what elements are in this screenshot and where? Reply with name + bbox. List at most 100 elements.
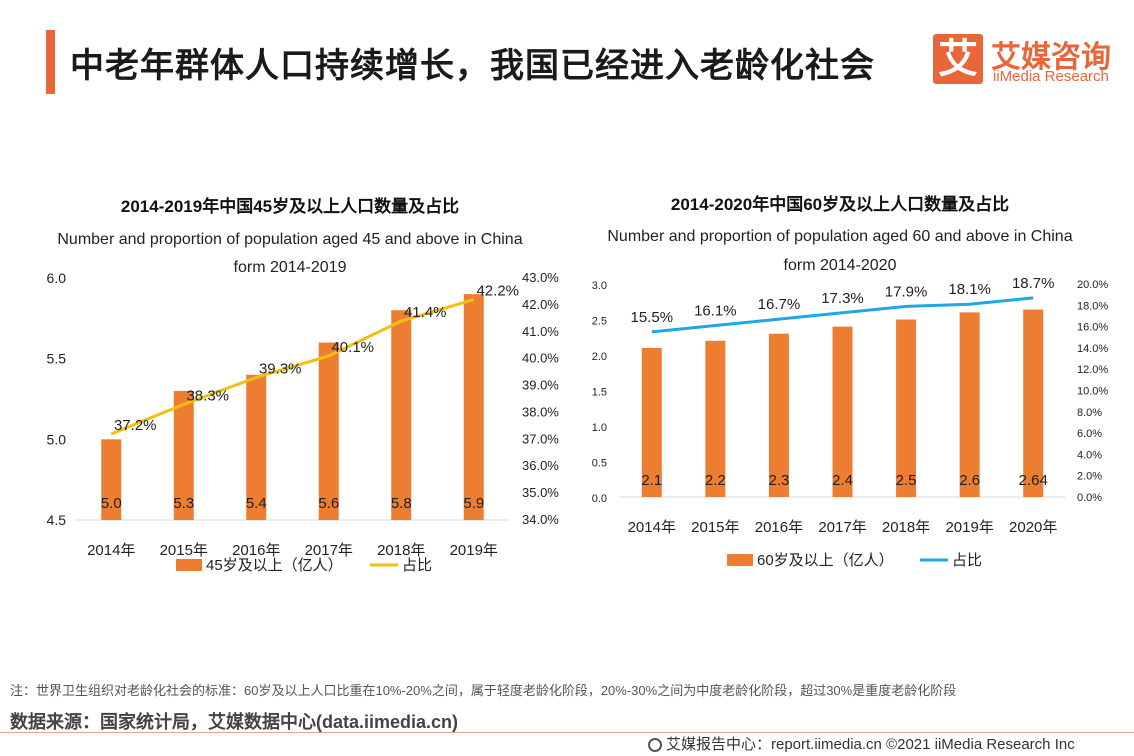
legend-line-label: 占比	[952, 552, 982, 569]
logo-chinese-name: 艾媒咨询	[991, 41, 1111, 74]
right-axis-tick-label: 40.0%	[522, 351, 559, 366]
chart-title: 2014-2019年中国45岁及以上人口数量及占比	[121, 196, 459, 216]
page-title: 中老年群体人口持续增长，我国已经进入老龄化社会	[70, 47, 875, 85]
footer-divider	[0, 732, 1134, 733]
line-value-label: 39.3%	[259, 360, 302, 377]
bar-value-label: 5.4	[246, 495, 267, 512]
right-axis-tick-label: 41.0%	[522, 324, 559, 339]
chart-subtitle-line2: form 2014-2020	[784, 257, 897, 274]
globe-icon	[648, 738, 662, 752]
bar-value-label: 5.0	[101, 495, 122, 512]
right-axis-tick-label: 43.0%	[522, 270, 559, 285]
left-axis-tick-label: 5.5	[47, 351, 67, 367]
right-axis-tick-label: 20.0%	[1077, 279, 1108, 291]
x-axis-category-label: 2014年	[628, 519, 676, 536]
bar	[641, 347, 662, 497]
x-axis-category-label: 2017年	[305, 542, 353, 559]
right-axis-tick-label: 4.0%	[1077, 449, 1102, 461]
right-axis-tick-label: 36.0%	[522, 458, 559, 473]
legend-bar-label: 60岁及以上（亿人）	[757, 552, 894, 569]
left-axis-tick-label: 6.0	[47, 270, 67, 286]
left-axis-tick-label: 0.0	[592, 493, 607, 505]
logo-mark: 艾	[933, 34, 983, 84]
chart-subtitle-line1: Number and proportion of population aged…	[607, 228, 1072, 245]
bar-value-label: 2.3	[768, 472, 789, 489]
line-value-label: 16.7%	[758, 296, 801, 313]
left-axis-tick-label: 1.5	[592, 387, 607, 399]
bar-value-label: 2.64	[1019, 472, 1048, 489]
bar-value-label: 5.9	[463, 495, 484, 512]
left-axis-tick-label: 2.0	[592, 351, 607, 363]
chart-60-and-above: 2014-2020年中国60岁及以上人口数量及占比 Number and prop…	[592, 194, 1109, 569]
left-axis-tick-label: 0.5	[592, 458, 607, 470]
line-value-label: 38.3%	[186, 387, 229, 404]
bar	[1023, 309, 1044, 497]
line-value-label: 15.5%	[631, 309, 674, 326]
bar	[101, 439, 122, 520]
right-axis-tick-label: 14.0%	[1077, 343, 1108, 355]
x-axis-category-label: 2016年	[755, 519, 803, 536]
x-axis-category-label: 2017年	[818, 519, 866, 536]
right-axis-tick-label: 37.0%	[522, 431, 559, 446]
data-source: 数据来源：国家统计局，艾媒数据中心(data.iimedia.cn)	[10, 712, 459, 732]
x-axis-category-label: 2019年	[945, 519, 993, 536]
right-axis-tick-label: 18.0%	[1077, 300, 1108, 312]
bar	[705, 340, 726, 497]
x-axis-category-label: 2019年	[450, 542, 498, 559]
line-value-label: 40.1%	[331, 339, 374, 356]
bar-value-label: 5.6	[318, 495, 339, 512]
right-axis-tick-label: 34.0%	[522, 512, 559, 527]
bar	[768, 333, 789, 497]
bar-value-label: 5.3	[173, 495, 194, 512]
left-axis-tick-label: 2.5	[592, 316, 607, 328]
bar	[173, 390, 194, 520]
bar	[896, 319, 917, 497]
bar	[463, 294, 484, 520]
left-axis-tick-label: 4.5	[47, 512, 67, 528]
chart-subtitle-line2: form 2014-2019	[234, 259, 347, 276]
right-axis-tick-label: 16.0%	[1077, 322, 1108, 334]
left-axis-tick-label: 1.0	[592, 422, 607, 434]
legend-bar-swatch	[176, 559, 202, 571]
bar-value-label: 5.8	[391, 495, 412, 512]
iimedia-logo: 艾 艾媒咨询 iiMedia Research	[933, 34, 1123, 90]
x-axis-category-label: 2018年	[377, 542, 425, 559]
share-line	[110, 298, 475, 436]
bar	[832, 326, 853, 497]
chart-subtitle-line1: Number and proportion of population aged…	[57, 231, 522, 248]
right-axis-tick-label: 38.0%	[522, 404, 559, 419]
bar-value-label: 2.6	[959, 472, 980, 489]
logo-english-name: iiMedia Research	[993, 68, 1109, 85]
legend-bar-swatch	[727, 554, 753, 566]
right-axis-tick-label: 42.0%	[522, 297, 559, 312]
line-value-label: 17.9%	[885, 283, 928, 300]
line-value-label: 16.1%	[694, 303, 737, 320]
bar	[391, 310, 412, 520]
legend-bar-label: 45岁及以上（亿人）	[206, 557, 343, 574]
footer: 艾媒报告中心：report.iimedia.cn ©2021 iiMedia R…	[648, 733, 1075, 754]
line-value-label: 37.2%	[114, 417, 157, 434]
x-axis-category-label: 2020年	[1009, 519, 1057, 536]
footer-text: 艾媒报告中心：report.iimedia.cn ©2021 iiMedia R…	[666, 736, 1075, 753]
bar-value-label: 2.1	[641, 472, 662, 489]
right-axis-tick-label: 2.0%	[1077, 471, 1102, 483]
chart-45-and-above: 2014-2019年中国45岁及以上人口数量及占比 Number and prop…	[47, 196, 560, 574]
footnote: 注：世界卫生组织对老龄化社会的标准：60岁及以上人口比重在10%-20%之间，属…	[10, 683, 957, 698]
bar	[246, 374, 267, 520]
right-axis-tick-label: 12.0%	[1077, 364, 1108, 376]
x-axis-category-label: 2014年	[87, 542, 135, 559]
x-axis-category-label: 2015年	[160, 542, 208, 559]
line-value-label: 41.4%	[404, 304, 447, 321]
title-accent-bar	[46, 30, 55, 94]
bar-value-label: 2.2	[705, 472, 726, 489]
right-axis-tick-label: 8.0%	[1077, 407, 1102, 419]
bar-value-label: 2.4	[832, 472, 853, 489]
right-axis-tick-label: 0.0%	[1077, 492, 1102, 504]
left-axis-tick-label: 3.0	[592, 280, 607, 292]
x-axis-category-label: 2016年	[232, 542, 280, 559]
line-value-label: 42.2%	[476, 283, 519, 300]
bar-value-label: 2.5	[896, 472, 917, 489]
legend-line-label: 占比	[402, 557, 432, 574]
left-axis-tick-label: 5.0	[47, 431, 67, 447]
x-axis-category-label: 2015年	[691, 519, 739, 536]
